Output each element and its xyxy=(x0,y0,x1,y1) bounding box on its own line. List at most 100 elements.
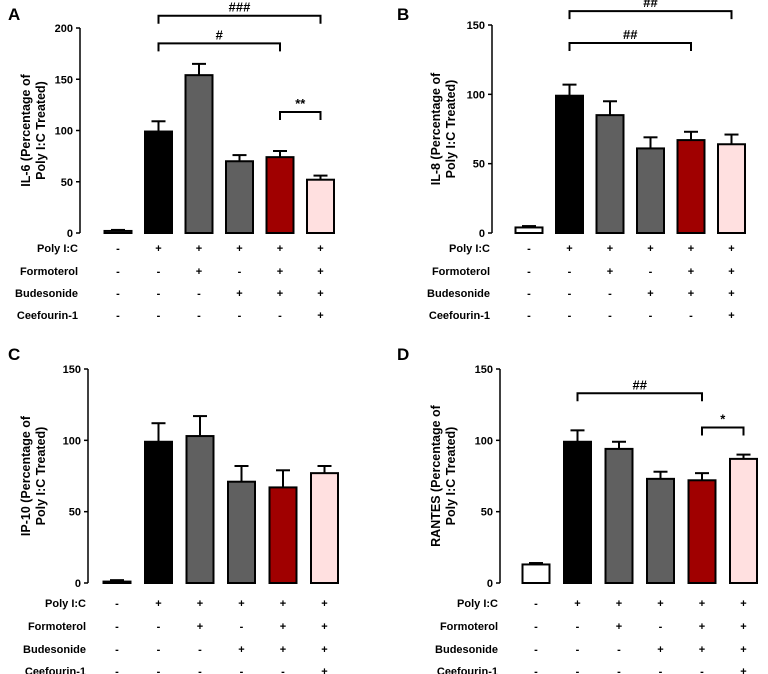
treatment-label: Formoterol xyxy=(20,266,78,278)
treatment-sign: - xyxy=(568,288,572,300)
treatment-sign: + xyxy=(657,598,663,610)
treatment-sign: - xyxy=(659,621,663,633)
treatment-sign: + xyxy=(317,288,323,300)
treatment-label: Poly I:C xyxy=(457,598,498,610)
y-axis-label-line: IL-8 (Percentage of xyxy=(429,72,443,185)
treatment-sign: + xyxy=(688,288,694,300)
treatment-sign: - xyxy=(527,288,531,300)
y-tick-label: 100 xyxy=(467,89,485,101)
significance-label: ## xyxy=(633,377,648,392)
treatment-sign: - xyxy=(157,288,161,300)
treatment-sign: + xyxy=(280,598,286,610)
y-tick-label: 0 xyxy=(479,228,485,240)
bar xyxy=(103,229,133,234)
treatment-sign: - xyxy=(240,621,244,633)
y-tick-label: 0 xyxy=(75,578,81,590)
treatment-sign: + xyxy=(607,243,613,255)
treatment-sign: + xyxy=(699,598,705,610)
treatment-sign: - xyxy=(534,644,538,656)
bar xyxy=(555,94,584,234)
treatment-sign: + xyxy=(238,644,244,656)
bar xyxy=(563,440,592,585)
panel-letter: C xyxy=(8,345,20,364)
significance-bracket xyxy=(576,392,703,402)
panel-letter: A xyxy=(8,5,20,24)
treatment-sign: - xyxy=(238,266,242,278)
treatment-sign: + xyxy=(740,598,746,610)
treatment-sign: - xyxy=(527,310,531,322)
significance-label: ## xyxy=(643,0,658,10)
bar xyxy=(521,563,551,584)
bar xyxy=(729,457,758,585)
treatment-sign: + xyxy=(196,243,202,255)
treatment-sign: - xyxy=(608,310,612,322)
treatment-sign: + xyxy=(321,644,327,656)
treatment-sign: + xyxy=(657,644,663,656)
bar xyxy=(646,477,675,584)
bar xyxy=(268,486,298,584)
treatment-sign: - xyxy=(281,666,285,674)
treatment-sign: - xyxy=(527,266,531,278)
treatment-label: Budesonide xyxy=(435,644,498,656)
treatment-sign: - xyxy=(115,666,119,674)
y-axis-label: IL-6 (Percentage ofPoly I:C Treated) xyxy=(19,73,48,186)
bar xyxy=(687,479,717,584)
panel-letter: D xyxy=(397,345,409,364)
treatment-sign: + xyxy=(647,243,653,255)
y-axis-label-line: Poly I:C Treated) xyxy=(34,81,48,180)
y-tick-label: 0 xyxy=(487,578,493,590)
treatment-sign: + xyxy=(197,598,203,610)
treatment-sign: + xyxy=(277,266,283,278)
bar xyxy=(185,435,215,585)
treatment-sign: - xyxy=(116,310,120,322)
treatment-sign: + xyxy=(317,310,323,322)
treatment-sign: + xyxy=(699,621,705,633)
treatment-sign: - xyxy=(116,288,120,300)
bar xyxy=(717,143,746,234)
treatment-label: Poly I:C xyxy=(449,243,490,255)
significance-label: * xyxy=(720,411,726,426)
treatment-sign: + xyxy=(728,266,734,278)
treatment-sign: - xyxy=(576,621,580,633)
treatment-sign: + xyxy=(728,310,734,322)
treatment-sign: - xyxy=(534,666,538,674)
bar xyxy=(227,480,256,584)
treatment-sign: + xyxy=(688,243,694,255)
treatment-sign: - xyxy=(608,288,612,300)
treatment-sign: + xyxy=(728,288,734,300)
y-axis-label-line: Poly I:C Treated) xyxy=(34,427,48,526)
treatment-label: Budesonide xyxy=(15,288,78,300)
treatment-sign: + xyxy=(607,266,613,278)
bar xyxy=(225,160,254,234)
bar xyxy=(676,139,706,235)
treatment-sign: + xyxy=(740,666,746,674)
treatment-sign: - xyxy=(649,310,653,322)
treatment-sign: - xyxy=(278,310,282,322)
treatment-sign: - xyxy=(115,644,119,656)
treatment-sign: - xyxy=(568,266,572,278)
treatment-label: Budesonide xyxy=(23,644,86,656)
treatment-sign: - xyxy=(198,666,202,674)
treatment-sign: + xyxy=(566,243,572,255)
significance-label: ** xyxy=(295,96,306,111)
significance-bracket xyxy=(568,42,692,52)
significance-label: ## xyxy=(623,27,638,42)
treatment-sign: - xyxy=(617,666,621,674)
treatment-label: Budesonide xyxy=(427,288,490,300)
treatment-sign: + xyxy=(236,288,242,300)
treatment-sign: + xyxy=(740,644,746,656)
treatment-sign: - xyxy=(157,621,161,633)
treatment-sign: - xyxy=(116,266,120,278)
significance-bracket xyxy=(568,10,733,20)
treatment-sign: - xyxy=(157,266,161,278)
treatment-label: Ceefourin-1 xyxy=(17,310,78,322)
treatment-sign: + xyxy=(280,644,286,656)
treatment-sign: - xyxy=(689,310,693,322)
treatment-sign: + xyxy=(196,266,202,278)
treatment-label: Poly I:C xyxy=(37,243,78,255)
treatment-sign: + xyxy=(647,288,653,300)
treatment-sign: - xyxy=(116,243,120,255)
treatment-sign: - xyxy=(157,644,161,656)
